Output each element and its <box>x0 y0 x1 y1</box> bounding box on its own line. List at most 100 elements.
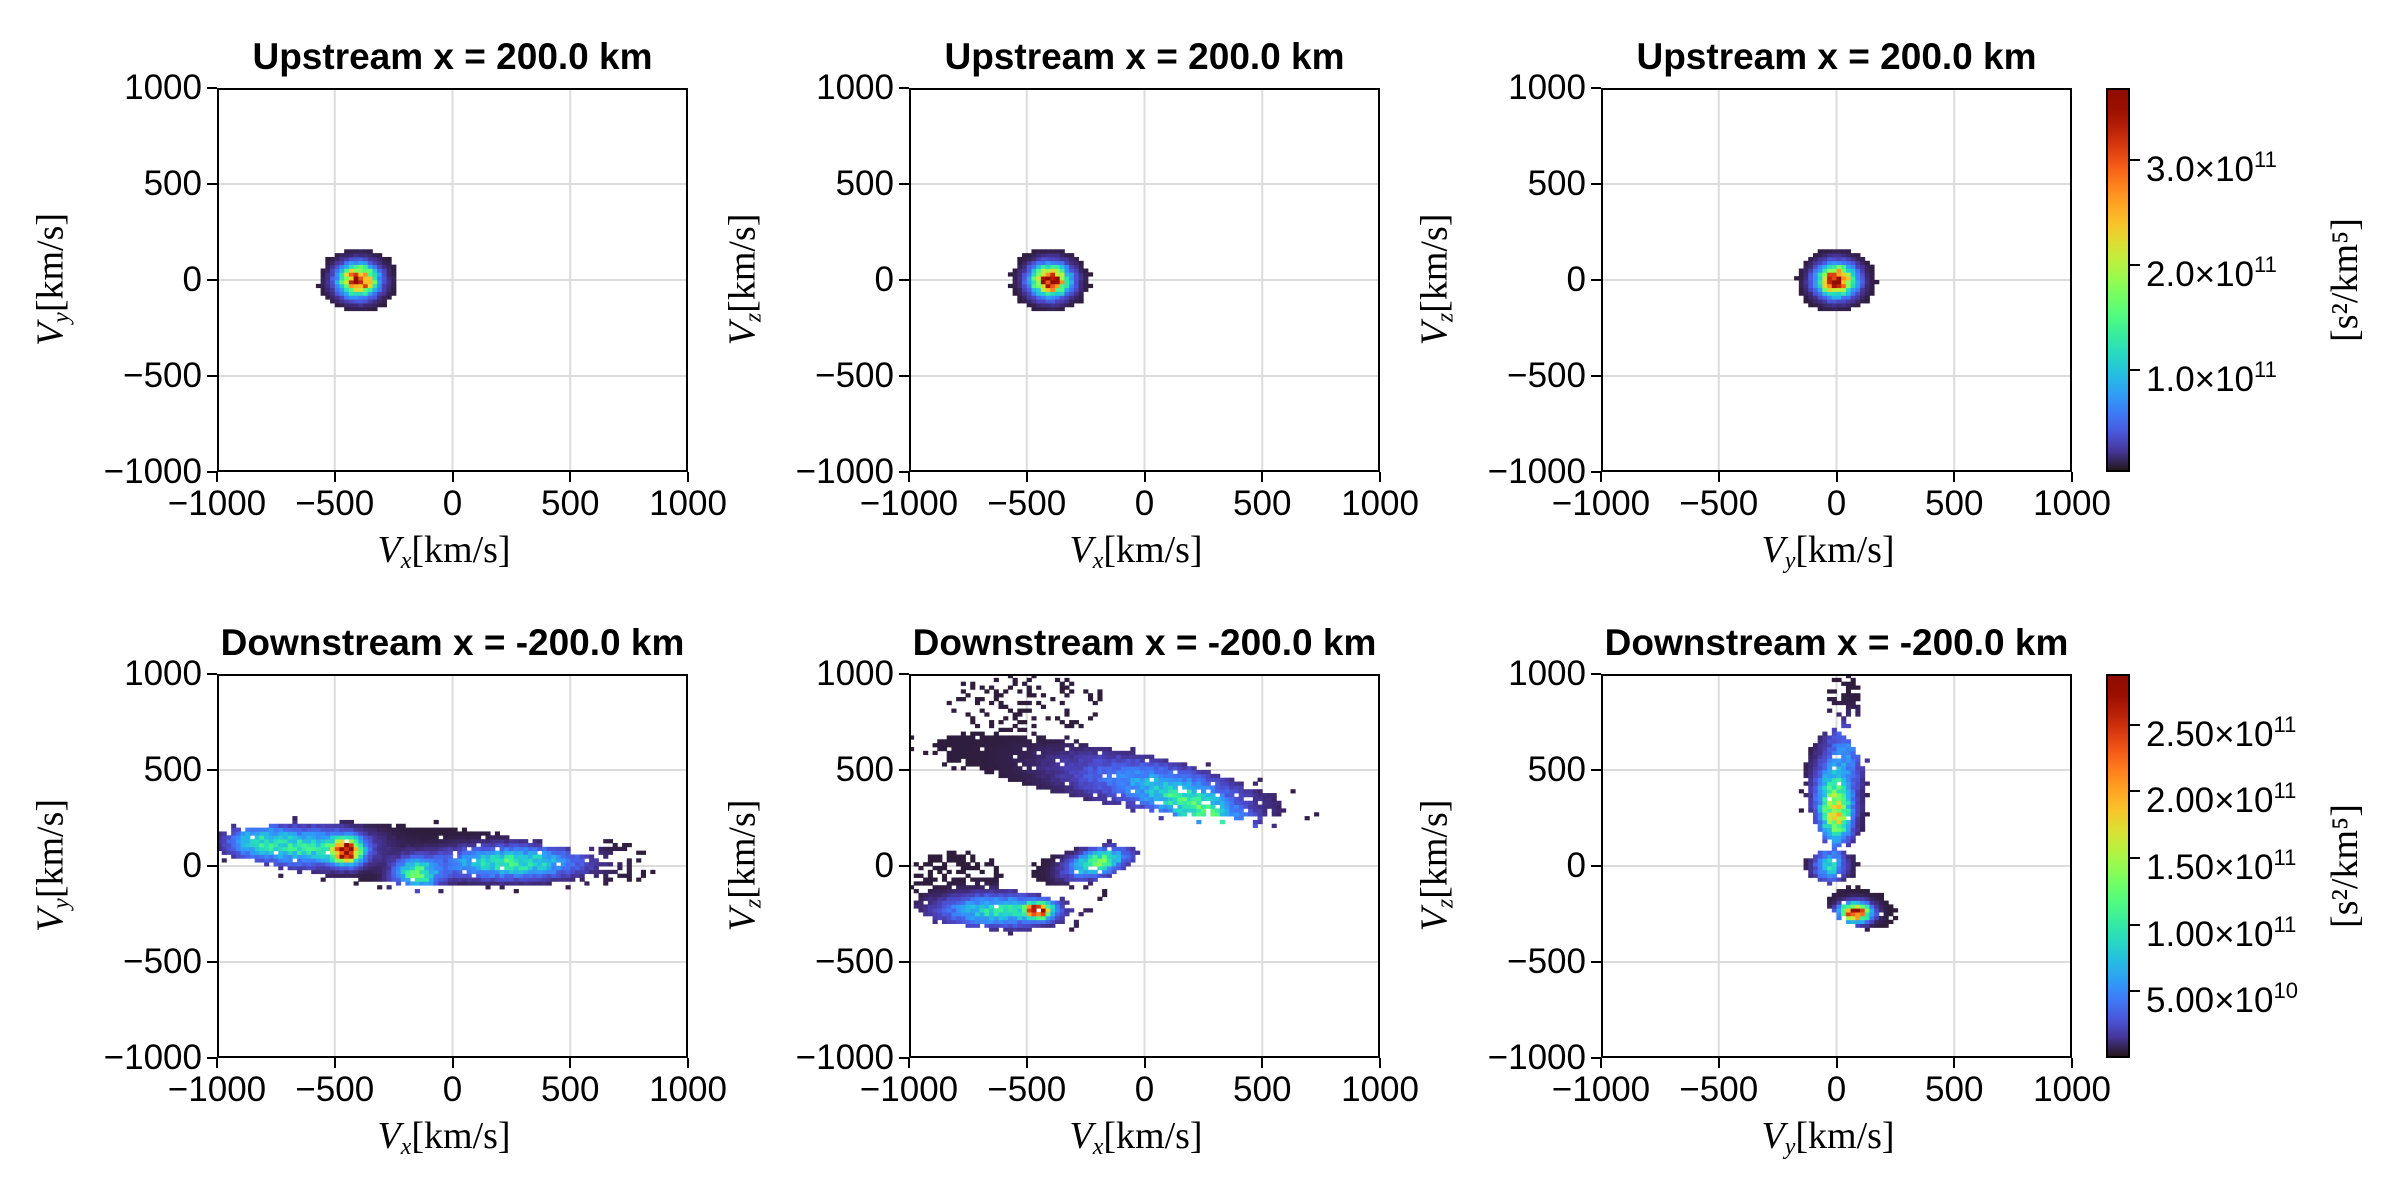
heatmap-cell <box>1149 758 1155 763</box>
heatmap-cell <box>951 739 957 744</box>
heatmap-cell <box>1069 720 1075 725</box>
heatmap-cell <box>607 839 614 844</box>
heatmap-cell <box>1874 915 1880 921</box>
heatmap-cell <box>1130 854 1136 859</box>
plot-area[interactable] <box>1601 674 2072 1058</box>
heatmap-cell <box>1172 762 1178 767</box>
heatmap-cell <box>956 858 962 863</box>
heatmap-cell <box>1036 777 1042 782</box>
heatmap-cell <box>979 743 985 748</box>
heatmap-cell <box>410 839 416 844</box>
heatmap-cell <box>565 866 571 871</box>
heatmap-cell <box>1003 900 1009 905</box>
heatmap-cell <box>951 892 957 898</box>
heatmap-cell <box>1073 287 1079 292</box>
heatmap-cell <box>523 839 529 844</box>
heatmap-cell <box>377 287 383 292</box>
heatmap-cell <box>932 896 938 901</box>
heatmap-cell <box>1845 762 1852 767</box>
heatmap-cell <box>509 846 515 852</box>
heatmap-cell <box>1276 804 1282 809</box>
heatmap-cell <box>1827 835 1833 840</box>
heatmap-cell <box>377 260 383 266</box>
heatmap-cell <box>452 831 458 836</box>
heatmap-cell <box>325 839 331 844</box>
heatmap-cell <box>1036 773 1042 779</box>
heatmap-cell <box>344 272 350 277</box>
heatmap-cell <box>565 869 571 875</box>
heatmap-cell <box>565 862 571 867</box>
plot-area[interactable] <box>909 88 1380 472</box>
heatmap-cell <box>1069 303 1075 308</box>
heatmap-cell <box>363 299 369 304</box>
heatmap-cell <box>1191 804 1197 809</box>
heatmap-cell <box>1022 892 1028 898</box>
heatmap-cell <box>377 303 383 308</box>
heatmap-cell <box>358 295 364 300</box>
heatmap-cell <box>1073 720 1079 725</box>
heatmap-cell <box>1817 283 1823 289</box>
heatmap-cell <box>923 896 929 901</box>
heatmap-cell <box>1864 793 1870 798</box>
heatmap-cell <box>348 303 354 308</box>
heatmap-cell <box>1841 264 1847 269</box>
heatmap-cell <box>1803 862 1809 867</box>
heatmap-cell <box>1163 804 1169 809</box>
heatmap-cell <box>1064 766 1070 771</box>
heatmap-cell <box>937 869 943 875</box>
x-tick-mark <box>1143 1058 1146 1068</box>
heatmap-cell <box>1841 808 1847 813</box>
heatmap-cell <box>984 762 990 767</box>
heatmap-cell <box>1817 750 1823 756</box>
heatmap-cell <box>1201 804 1207 809</box>
heatmap-cell <box>363 869 369 875</box>
heatmap-cell <box>367 831 373 836</box>
heatmap-cell <box>1050 264 1056 269</box>
heatmap-cell <box>1055 743 1061 748</box>
heatmap-cell <box>301 866 307 871</box>
heatmap-cell <box>1841 260 1847 266</box>
heatmap-cell <box>1078 268 1084 273</box>
plot-area[interactable] <box>909 674 1380 1058</box>
heatmap-cell <box>358 276 364 281</box>
heatmap-cell <box>923 862 929 867</box>
heatmap-cell <box>1083 877 1089 882</box>
plot-area[interactable] <box>217 674 688 1058</box>
heatmap-cell <box>480 850 486 855</box>
heatmap-cell <box>1026 283 1032 289</box>
heatmap-cell <box>1257 812 1263 817</box>
heatmap-cell <box>1130 796 1136 802</box>
heatmap-cell <box>461 846 468 852</box>
plot-area[interactable] <box>1601 88 2072 472</box>
heatmap-cell <box>946 739 952 744</box>
heatmap-cell <box>1111 762 1117 767</box>
axis-symbol: V <box>1761 529 1785 571</box>
heatmap-cell <box>485 885 491 890</box>
heatmap-cell <box>579 873 585 878</box>
heatmap-cell <box>1069 869 1075 875</box>
heatmap-cell <box>315 831 322 836</box>
heatmap-cell <box>1808 808 1814 813</box>
heatmap-cell <box>1812 276 1819 281</box>
heatmap-cell <box>1827 708 1833 713</box>
heatmap-cell <box>1087 881 1094 886</box>
heatmap-cell <box>1040 268 1046 273</box>
heatmap-cell <box>1878 908 1884 913</box>
heatmap-cell <box>1883 904 1889 909</box>
colorbar-tick-mark <box>2130 723 2140 726</box>
plot-area[interactable] <box>217 88 688 472</box>
heatmap-cell <box>1017 720 1023 725</box>
heatmap-cell <box>946 892 952 898</box>
heatmap-cell <box>1210 785 1216 790</box>
heatmap-cell <box>1210 804 1216 809</box>
heatmap-cell <box>1026 677 1032 683</box>
heatmap-cell <box>1205 770 1211 775</box>
heatmap-cell <box>353 869 359 875</box>
heatmap-cell <box>330 846 336 852</box>
heatmap-cell <box>363 858 369 863</box>
heatmap-cell <box>1822 295 1828 300</box>
heatmap-cell <box>1822 812 1828 817</box>
heatmap <box>1603 90 2070 470</box>
heatmap-cell <box>1106 854 1112 859</box>
heatmap-cell <box>1855 770 1861 775</box>
